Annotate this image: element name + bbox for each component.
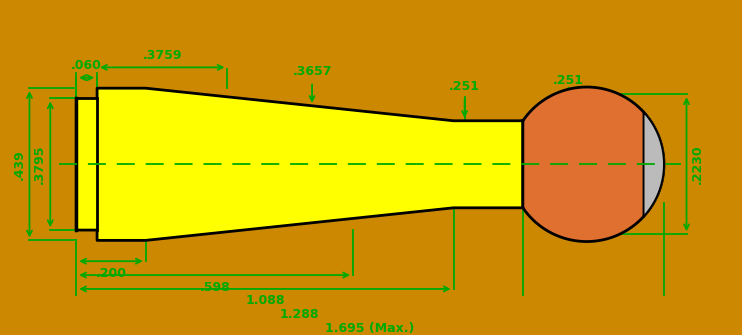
Text: .2230: .2230 [691,144,703,184]
Polygon shape [643,112,664,217]
Text: 1.288: 1.288 [280,308,319,321]
Text: .3759: .3759 [142,49,182,62]
Polygon shape [523,87,664,242]
Text: .3657: .3657 [292,65,332,78]
Text: .251: .251 [449,80,480,93]
Text: .060: .060 [71,59,102,72]
Polygon shape [76,88,523,241]
Text: .200: .200 [96,267,126,280]
Text: .3795: .3795 [33,144,46,184]
Text: .598: .598 [200,281,230,293]
Text: 1.088: 1.088 [245,294,285,308]
Text: .439: .439 [13,149,25,180]
Text: 1.695 (Max.): 1.695 (Max.) [326,322,415,335]
Text: .251: .251 [553,74,584,87]
